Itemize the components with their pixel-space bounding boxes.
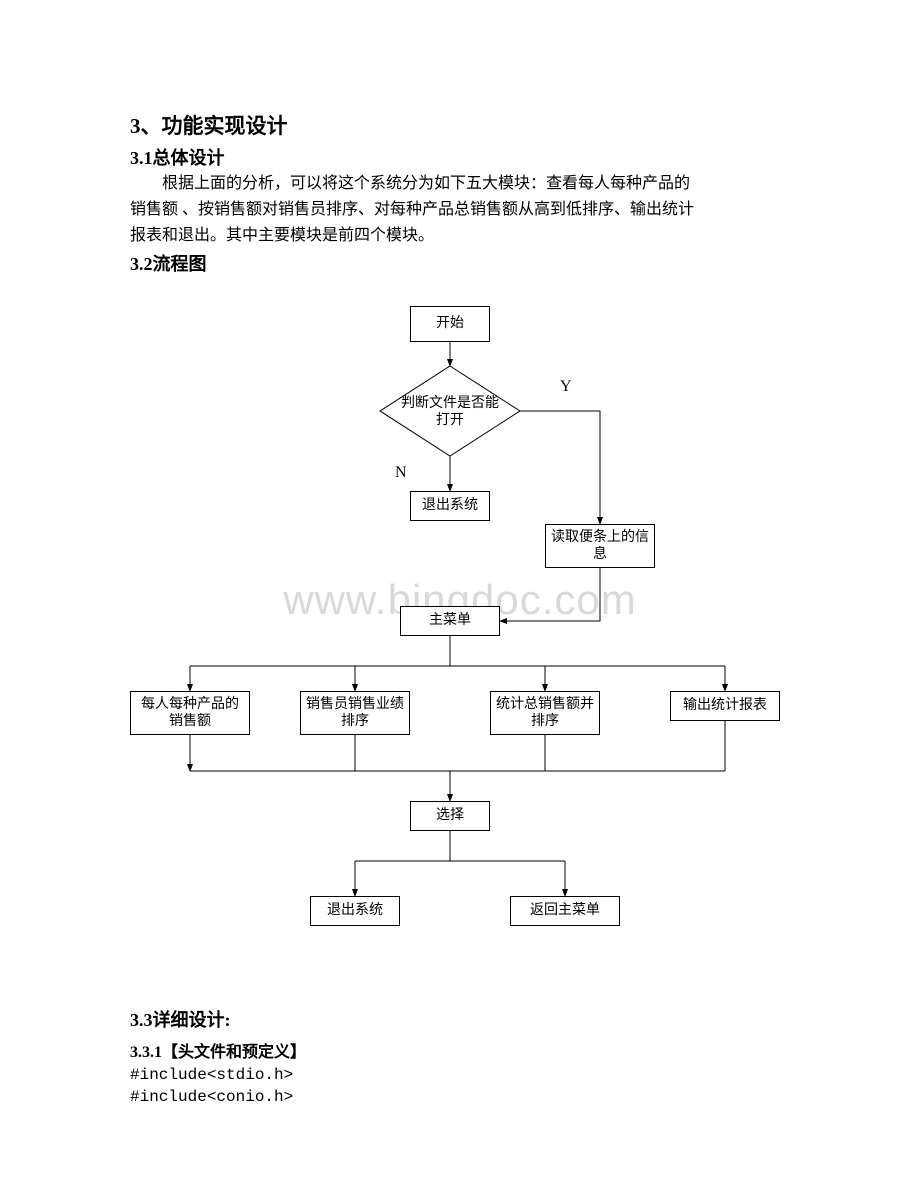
- flow-node-back: 返回主菜单: [510, 896, 620, 926]
- flow-node-opt-1: 每人每种产品的销售额: [130, 691, 250, 735]
- flow-node-menu: 主菜单: [400, 606, 500, 636]
- flow-node-exit-2: 退出系统: [310, 896, 400, 926]
- paragraph-line-2: 销售额 、按销售额对销售员排序、对每种产品总销售额从高到低排序、输出统计: [130, 198, 790, 222]
- heading-functional-design: 3、功能实现设计: [130, 110, 790, 140]
- flow-node-opt-3: 统计总销售额并排序: [490, 691, 600, 735]
- flow-node-start: 开始: [410, 306, 490, 342]
- flow-label-no: N: [395, 464, 407, 482]
- heading-detailed-design: 3.3详细设计:: [130, 1006, 790, 1032]
- code-line-1: #include<stdio.h>: [130, 1064, 790, 1086]
- heading-flowchart: 3.2流程图: [130, 250, 790, 276]
- flow-node-exit-1: 退出系统: [410, 491, 490, 521]
- flow-node-read: 读取便条上的信息: [545, 524, 655, 568]
- flow-node-opt-2: 销售员销售业绩排序: [300, 691, 410, 735]
- paragraph-line-3: 报表和退出。其中主要模块是前四个模块。: [130, 224, 790, 248]
- flow-label-yes: Y: [560, 378, 572, 396]
- heading-overall-design: 3.1总体设计: [130, 144, 790, 170]
- heading-header-files: 3.3.1【头文件和预定义】: [130, 1038, 790, 1062]
- flow-node-select: 选择: [410, 801, 490, 831]
- paragraph-line-1: 根据上面的分析，可以将这个系统分为如下五大模块：查看每人每种产品的: [130, 172, 790, 196]
- flow-node-opt-4: 输出统计报表: [670, 691, 780, 721]
- code-line-2: #include<conio.h>: [130, 1086, 790, 1108]
- flow-decision-label: 判断文件是否能打开: [400, 396, 500, 430]
- flowchart: www.bingdoc.com: [130, 306, 790, 986]
